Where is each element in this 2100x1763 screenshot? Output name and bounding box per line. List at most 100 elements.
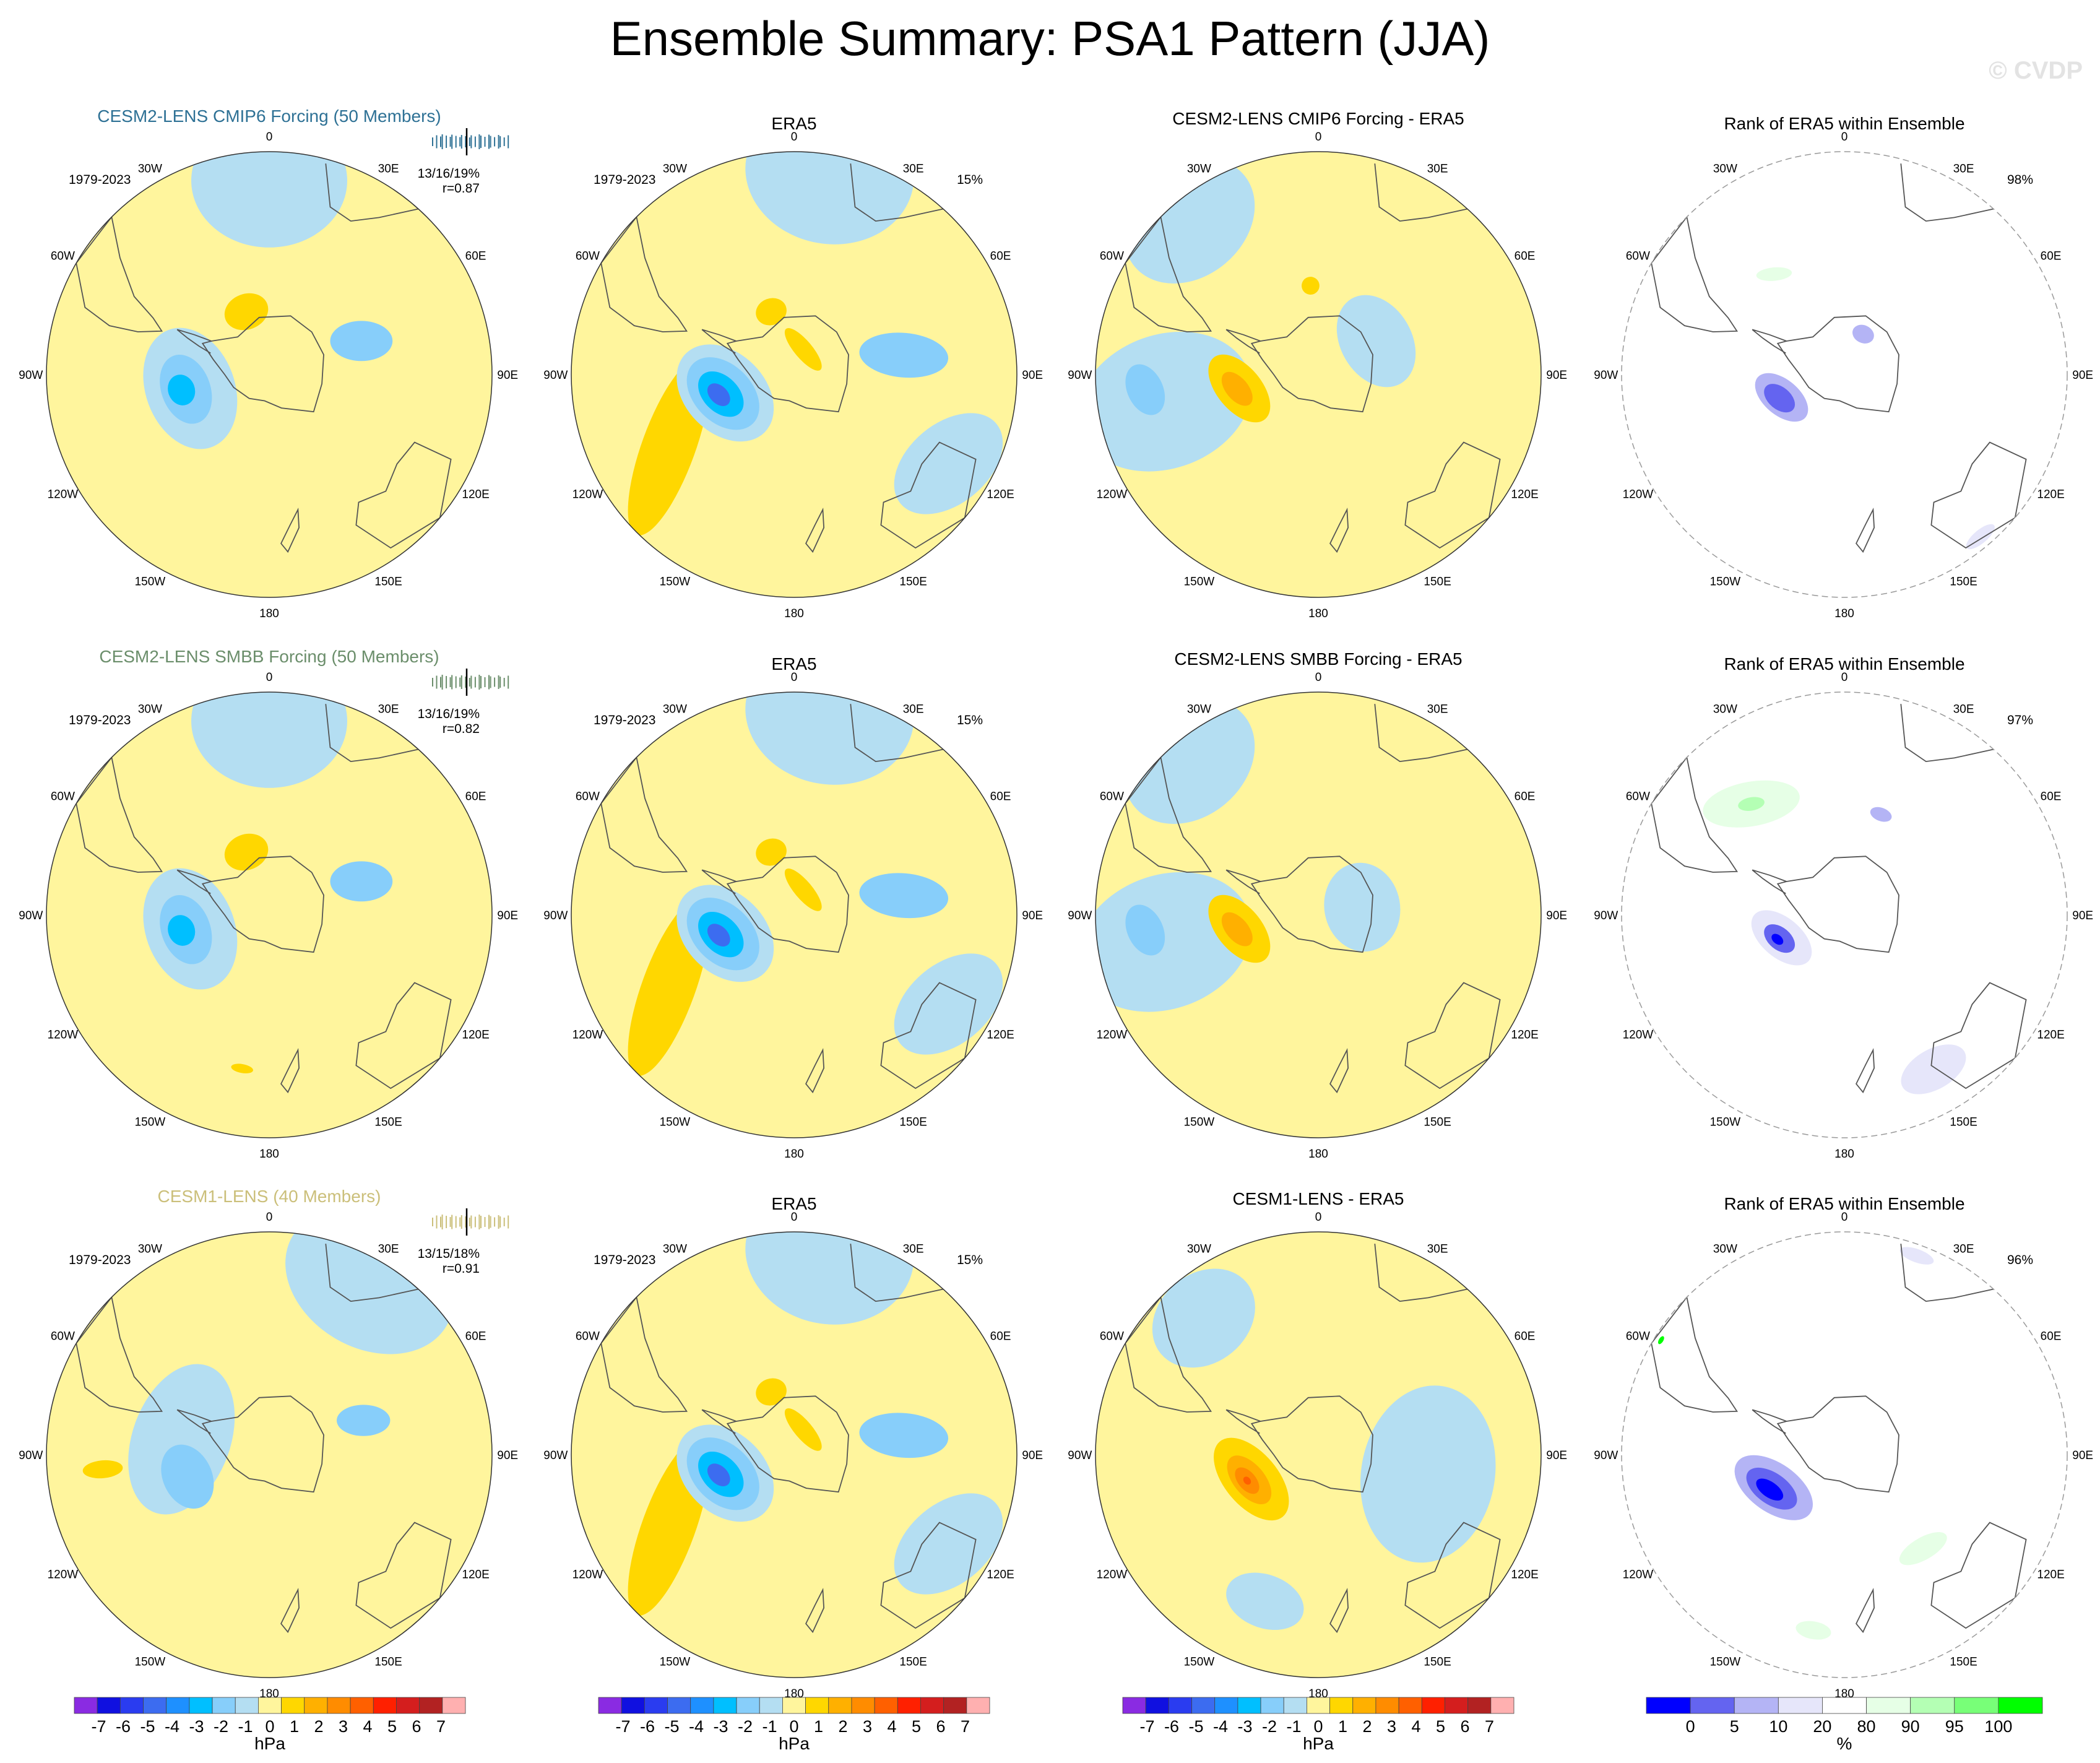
colorbar-tick-label: 4 bbox=[363, 1717, 372, 1736]
contour-region bbox=[330, 321, 393, 362]
lon-label: 150W bbox=[135, 576, 166, 589]
lon-label: 120W bbox=[573, 1029, 603, 1042]
coastlines bbox=[600, 704, 977, 1094]
colorbar-swatch bbox=[1910, 1697, 1955, 1714]
colorbar-tick-label: 95 bbox=[1945, 1717, 1964, 1736]
coastline bbox=[726, 856, 849, 953]
coastline bbox=[805, 1587, 825, 1634]
period-label: 1979-2023 bbox=[69, 173, 131, 187]
lon-label: 180 bbox=[259, 607, 279, 620]
colorbar-swatch bbox=[212, 1697, 236, 1714]
lon-label: 60E bbox=[1515, 1330, 1536, 1343]
colorbar-swatch bbox=[143, 1697, 167, 1714]
lon-label: 90W bbox=[19, 369, 43, 382]
coastline bbox=[600, 756, 688, 873]
coastline bbox=[1329, 1047, 1349, 1094]
colorbar-tick-label: -2 bbox=[1262, 1717, 1277, 1736]
contour-region bbox=[1152, 1268, 1255, 1368]
map-boundary bbox=[571, 1231, 1018, 1678]
lon-label: 30E bbox=[1953, 1242, 1974, 1255]
colorbar-swatch bbox=[1778, 1697, 1823, 1714]
pattern-correlation: r=0.82 bbox=[443, 722, 480, 736]
contour-region bbox=[707, 383, 730, 406]
lon-label: 180 bbox=[1308, 607, 1328, 620]
colorbar-swatch bbox=[1421, 1697, 1445, 1714]
lon-label: 30W bbox=[138, 162, 162, 175]
colorbar-swatch bbox=[897, 1697, 921, 1714]
coastline bbox=[355, 1522, 452, 1629]
lon-label: 120W bbox=[1623, 1029, 1654, 1042]
field-layer bbox=[46, 692, 492, 1138]
lon-label: 90E bbox=[1546, 1449, 1567, 1462]
obs-title: ERA5 bbox=[771, 654, 816, 674]
coastline bbox=[325, 1244, 419, 1302]
colorbar-swatch bbox=[189, 1697, 213, 1714]
lon-label: 120E bbox=[2037, 1029, 2064, 1042]
lon-label: 60E bbox=[1515, 790, 1536, 803]
colorbar-swatch bbox=[805, 1697, 829, 1714]
lon-label: 120W bbox=[573, 488, 603, 501]
coastline bbox=[1404, 982, 1501, 1089]
lon-label: 60W bbox=[1626, 1330, 1650, 1343]
contour-region bbox=[191, 692, 347, 788]
period-label: 1979-2023 bbox=[69, 1253, 131, 1267]
colorbar-swatch bbox=[736, 1697, 760, 1714]
colorbar-swatch bbox=[304, 1697, 328, 1714]
lon-label: 120W bbox=[573, 1569, 603, 1582]
colorbar-tick-label: 0 bbox=[1686, 1717, 1695, 1736]
lon-label: 30W bbox=[138, 703, 162, 716]
period-label: 1979-2023 bbox=[594, 713, 655, 727]
lon-label: 90W bbox=[543, 909, 568, 922]
lon-label: 0 bbox=[791, 131, 798, 144]
figure-title: Ensemble Summary: PSA1 Pattern (JJA) bbox=[610, 11, 1490, 66]
coastline bbox=[76, 1296, 163, 1413]
coastline bbox=[76, 215, 163, 332]
contour-region bbox=[1324, 862, 1401, 952]
lon-label: 120E bbox=[987, 1569, 1014, 1582]
panel-obs-row2: 0 30E 60E 90E 120E 150E 180 150W 120W 90W 60W 30W ER… bbox=[543, 654, 1043, 1161]
colorbar-swatch bbox=[1375, 1697, 1399, 1714]
colorbar-swatch bbox=[1734, 1697, 1779, 1714]
lon-label: 150E bbox=[1424, 1656, 1451, 1669]
contour-region bbox=[1095, 331, 1252, 472]
lon-label: 60W bbox=[576, 249, 600, 262]
coastline bbox=[805, 1047, 825, 1094]
contour-region bbox=[1899, 1532, 1947, 1566]
coastline bbox=[1651, 756, 1739, 873]
panel-obs-row3: 030E60E90E120E150E180150W120W90W60W30WER… bbox=[543, 1194, 1043, 1700]
coastlines bbox=[1651, 163, 2027, 553]
period-label: 1979-2023 bbox=[69, 713, 131, 727]
difference-title: CESM2-LENS SMBB Forcing - ERA5 bbox=[1174, 649, 1462, 669]
field-layer bbox=[46, 1232, 492, 1678]
lon-label: 60W bbox=[576, 1330, 600, 1343]
colorbar-tick-label: -1 bbox=[238, 1717, 253, 1736]
map-boundary bbox=[1095, 151, 1542, 598]
colorbar-tick-label: -2 bbox=[214, 1717, 228, 1736]
coastline bbox=[1250, 315, 1373, 413]
colorbar-tick-label: 2 bbox=[1362, 1717, 1372, 1736]
coastline bbox=[701, 869, 737, 894]
ensemble-title: CESM1-LENS (40 Members) bbox=[158, 1187, 381, 1206]
colorbar-hpa-col3: -7 -6 -5 -4 -3 -2 -1 0 1 2 3 4 5 6 7 hPa bbox=[1122, 1697, 1515, 1753]
map-boundary bbox=[1621, 691, 2068, 1138]
coastline bbox=[1930, 441, 2027, 549]
lon-label: 0 bbox=[1841, 1211, 1848, 1224]
colorbar-tick-label: 5 bbox=[912, 1717, 921, 1736]
lon-label: 0 bbox=[1315, 131, 1322, 144]
colorbar-tick-label: 7 bbox=[1485, 1717, 1494, 1736]
spread-stats: 13/16/19% bbox=[418, 167, 480, 181]
contour-region bbox=[1243, 1476, 1251, 1485]
rank-pct: 97% bbox=[2007, 713, 2033, 727]
colorbar-tick-label: -6 bbox=[640, 1717, 655, 1736]
contour-region bbox=[224, 293, 269, 331]
lon-label: 90W bbox=[1594, 1449, 1618, 1462]
colorbar-swatch bbox=[667, 1697, 691, 1714]
spread-stats: 13/15/18% bbox=[418, 1247, 480, 1261]
lon-label: 150W bbox=[660, 1116, 691, 1129]
lon-label: 0 bbox=[266, 131, 273, 144]
lon-label: 90W bbox=[1068, 369, 1092, 382]
lon-label: 180 bbox=[784, 1148, 804, 1161]
lon-label: 120E bbox=[1511, 1029, 1538, 1042]
colorbar-tick-label: 80 bbox=[1857, 1717, 1876, 1736]
lon-label: 30W bbox=[663, 1242, 687, 1255]
